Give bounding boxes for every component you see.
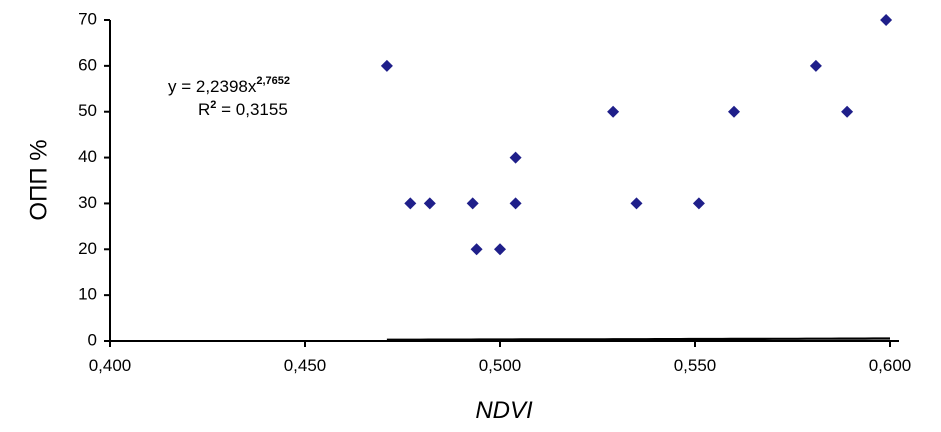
data-point <box>809 59 822 72</box>
data-point <box>509 151 522 164</box>
r2-value: = 0,3155 <box>216 100 287 119</box>
equation-exponent: 2,7652 <box>256 75 290 87</box>
data-point <box>509 197 522 210</box>
x-tick-label: 0,550 <box>674 356 717 375</box>
r2-exponent: 2 <box>210 99 216 111</box>
y-tick-label: 60 <box>78 55 97 74</box>
r-squared-label: R2 = 0,3155 <box>198 99 288 119</box>
y-tick-label: 10 <box>78 285 97 304</box>
data-point <box>470 243 483 256</box>
data-point <box>404 197 417 210</box>
data-point <box>380 59 393 72</box>
axis-ticks <box>104 19 891 347</box>
x-tick-label: 0,400 <box>89 356 132 375</box>
equation-base: y = 2,2398x <box>168 77 257 96</box>
data-point <box>466 197 479 210</box>
power-trendline <box>386 337 890 341</box>
data-point <box>607 105 620 118</box>
y-tick-label: 30 <box>78 193 97 212</box>
data-point <box>728 105 740 118</box>
y-tick-label: 40 <box>78 147 97 166</box>
y-tick-label: 50 <box>78 101 97 120</box>
data-point <box>494 243 506 256</box>
tick-labels: 0,400 0,450 0,500 0,550 0,600 0 10 20 30 40 50 60 70 <box>78 9 911 375</box>
trendline-equation: y = 2,2398x2,7652 <box>168 75 290 96</box>
data-point <box>423 197 436 210</box>
x-tick-label: 0,600 <box>869 356 912 375</box>
x-tick-label: 0,500 <box>479 356 522 375</box>
x-tick-label: 0,450 <box>284 356 327 375</box>
y-tick-label: 70 <box>78 9 97 28</box>
y-tick-label: 0 <box>88 330 97 349</box>
data-point <box>880 14 893 26</box>
x-axis-title: NDVI <box>475 397 533 424</box>
r2-prefix: R <box>198 100 210 119</box>
y-tick-label: 20 <box>78 239 97 258</box>
data-points <box>380 14 893 256</box>
data-point <box>841 105 854 118</box>
data-point <box>692 197 705 210</box>
data-point <box>630 197 643 210</box>
y-axis-title: ОПП % <box>25 139 52 220</box>
